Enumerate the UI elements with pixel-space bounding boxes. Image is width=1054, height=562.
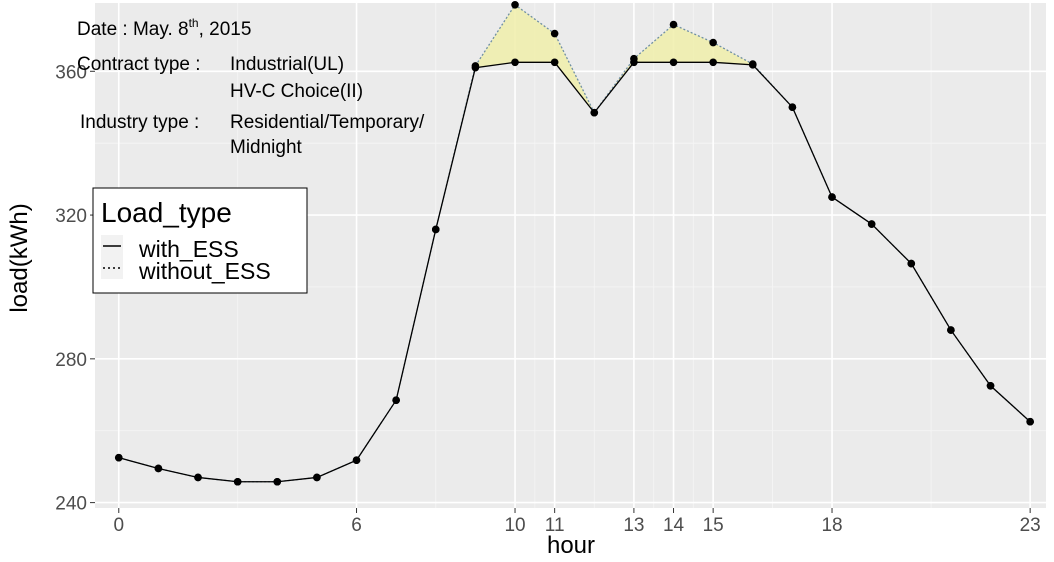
data-point-without_ESS [233, 477, 242, 486]
data-point-without_ESS [590, 108, 599, 117]
data-point-without_ESS [748, 60, 757, 68]
y-axis-title: load(kWh) [6, 203, 33, 312]
x-axis-ticks: 0 6 10 11 13 14 15 18 23 [113, 508, 1041, 536]
x-tick-label: 14 [663, 515, 685, 536]
data-point-with_ESS [709, 58, 717, 67]
data-point-without_ESS [194, 473, 202, 482]
annotation-industry-line1: Residential/Temporary/ [230, 112, 425, 133]
y-axis-ticks: 240 280 320 360 [55, 62, 95, 515]
data-point-without_ESS [828, 193, 836, 201]
data-point-without_ESS [709, 38, 717, 47]
data-point-with_ESS [511, 58, 519, 67]
data-point-without_ESS [392, 396, 400, 404]
annotation-block: Date : May. 8th, 2015 Contract type : In… [77, 16, 425, 158]
data-point-without_ESS [273, 477, 282, 486]
data-point-without_ESS [1026, 417, 1034, 426]
y-tick-label: 240 [55, 494, 87, 515]
x-tick-label: 10 [504, 515, 525, 536]
legend-title: Load_type [101, 197, 232, 228]
series-line-with_ESS [118, 61, 1031, 483]
y-tick-label: 320 [55, 206, 87, 227]
legend: Load_type with_ESS without_ESS [92, 187, 308, 294]
data-point-with_ESS [550, 58, 559, 67]
y-tick-label: 360 [55, 62, 87, 83]
x-tick-label: 6 [351, 515, 362, 536]
legend-key-without-ess-bg [101, 257, 123, 279]
data-point-without_ESS [352, 456, 361, 464]
x-tick-label: 0 [113, 515, 124, 536]
data-point-with_ESS [669, 58, 678, 67]
x-tick-label: 11 [545, 515, 565, 536]
data-point-without_ESS [630, 54, 638, 63]
data-point-without_ESS [986, 381, 995, 390]
x-tick-label: 13 [623, 515, 644, 536]
data-point-without_ESS [313, 473, 321, 482]
x-tick-label: 18 [821, 515, 842, 536]
data-point-without_ESS [511, 0, 519, 9]
series-line-without_ESS [118, 3, 1031, 483]
annotation-industry-label: Industry type : [80, 112, 199, 133]
legend-label-with-ess: with_ESS [138, 236, 239, 262]
annotation-industry-line2: Midnight [230, 137, 303, 158]
data-point-without_ESS [550, 29, 559, 38]
minor-grid [95, 3, 1046, 508]
data-point-without_ESS [947, 326, 955, 334]
data-point-without_ESS [471, 62, 480, 70]
data-point-without_ESS [788, 103, 797, 112]
data-point-without_ESS [669, 20, 678, 29]
data-point-without_ESS [867, 220, 876, 228]
data-point-without_ESS [114, 453, 123, 462]
data-point-without_ESS [907, 259, 916, 268]
annotation-contract-line2: HV-C Choice(II) [230, 81, 363, 102]
x-axis-title: hour [547, 532, 595, 559]
legend-label-without-ess: without_ESS [138, 258, 271, 284]
x-tick-label: 23 [1020, 515, 1041, 536]
annotation-date: Date : May. 8th, 2015 [77, 16, 251, 40]
series-points [114, 0, 1034, 486]
series-lines [118, 3, 1031, 483]
annotation-contract-line1: Industrial(UL) [230, 54, 344, 75]
data-point-without_ESS [154, 464, 163, 473]
data-point-without_ESS [431, 225, 440, 234]
legend-box [92, 187, 308, 294]
annotation-contract-label: Contract type : [77, 54, 201, 75]
y-tick-label: 280 [55, 350, 87, 371]
x-tick-label: 15 [703, 515, 724, 536]
